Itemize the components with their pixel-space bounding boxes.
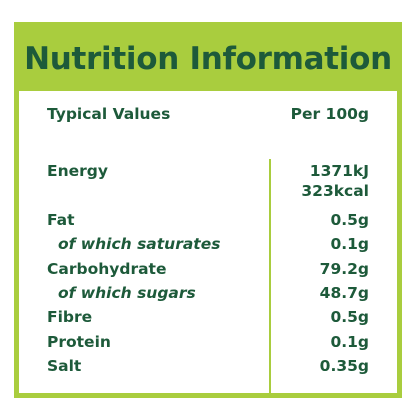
- title-bar: Nutrition Information: [19, 27, 397, 91]
- energy-kcal-value: 323kcal: [301, 182, 369, 200]
- protein-value: 0.1g: [330, 333, 369, 351]
- panel-title: Nutrition Information: [24, 41, 392, 77]
- fibre-value: 0.5g: [330, 308, 369, 326]
- typical-values-label: Typical Values: [47, 105, 171, 123]
- fat-value: 0.5g: [330, 211, 369, 229]
- salt-label: Salt: [47, 357, 82, 375]
- sugars-value: 48.7g: [319, 284, 369, 302]
- carbohydrate-label: Carbohydrate: [47, 260, 167, 278]
- per-100g-label: Per 100g: [290, 105, 369, 123]
- protein-label: Protein: [47, 333, 111, 351]
- sugars-label: of which sugars: [58, 284, 196, 302]
- column-divider: [269, 159, 271, 395]
- energy-label: Energy: [47, 162, 108, 180]
- saturates-value: 0.1g: [330, 235, 369, 253]
- saturates-label: of which saturates: [58, 235, 221, 253]
- fibre-label: Fibre: [47, 308, 93, 326]
- nutrition-panel: Nutrition Information Typical Values Per…: [14, 22, 402, 398]
- energy-kj-value: 1371kJ: [309, 162, 369, 180]
- carbohydrate-value: 79.2g: [319, 260, 369, 278]
- fat-label: Fat: [47, 211, 75, 229]
- salt-value: 0.35g: [319, 357, 369, 375]
